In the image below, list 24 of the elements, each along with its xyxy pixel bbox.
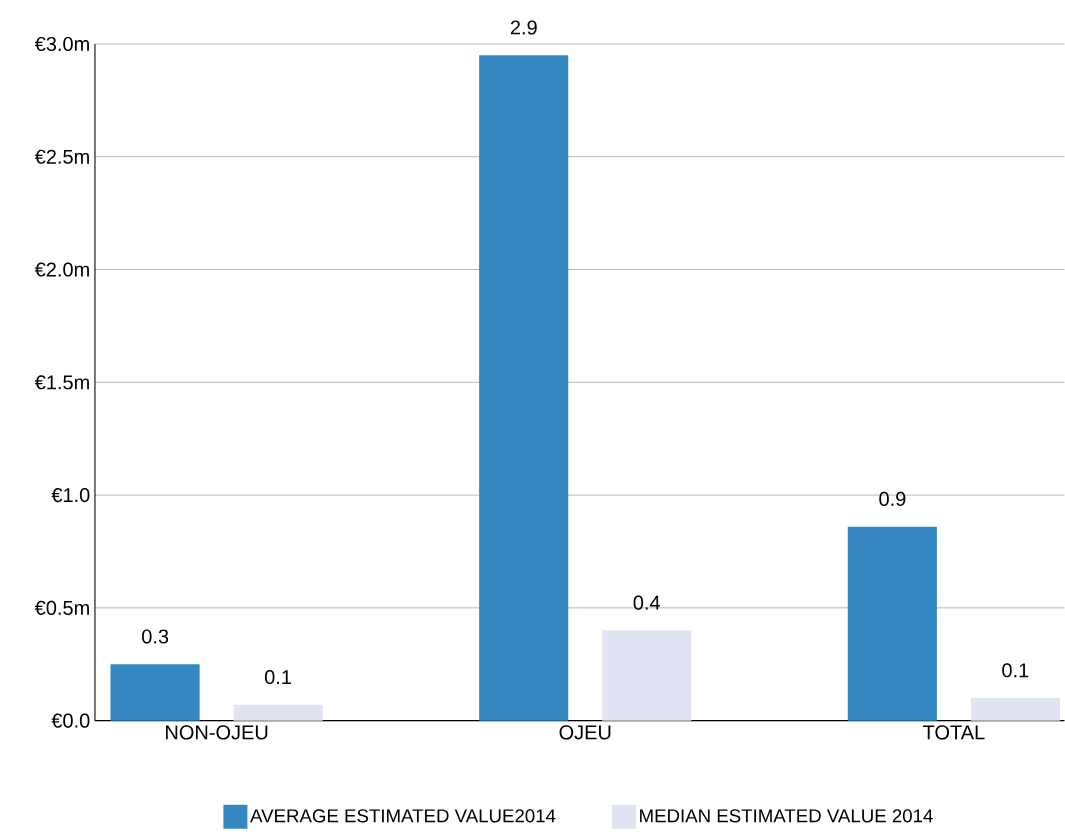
bar (233, 705, 323, 721)
x-tick-label: TOTAL (923, 725, 985, 740)
bar (602, 630, 692, 721)
y-tick-label: €2.0m (34, 262, 89, 277)
data-label: 0.1 (264, 670, 291, 685)
data-label: 0.4 (633, 595, 661, 610)
x-tick-label: OJEU (559, 725, 611, 740)
y-tick-label: €1.0 (51, 488, 90, 503)
y-tick-label: €0.0 (51, 713, 90, 728)
y-tick-label: €2.5m (34, 149, 89, 165)
bar (847, 526, 937, 721)
data-label: 0.3 (142, 629, 169, 644)
data-label: 0.9 (879, 492, 906, 507)
bar (970, 698, 1061, 721)
y-tick-label: €0.5m (34, 600, 89, 616)
y-tick-label: €3.0m (34, 37, 89, 52)
legend-label: MEDIAN ESTIMATED VALUE 2014 (640, 809, 933, 823)
y-tick-label: €1.5m (34, 375, 89, 390)
data-label: 0.1 (1002, 663, 1029, 678)
bar (110, 664, 200, 721)
data-label: 2.9 (510, 20, 537, 35)
x-tick-label: NON-OJEU (166, 725, 268, 740)
legend-label: AVERAGE ESTIMATED VALUE2014 (250, 809, 556, 823)
bar (479, 55, 569, 721)
